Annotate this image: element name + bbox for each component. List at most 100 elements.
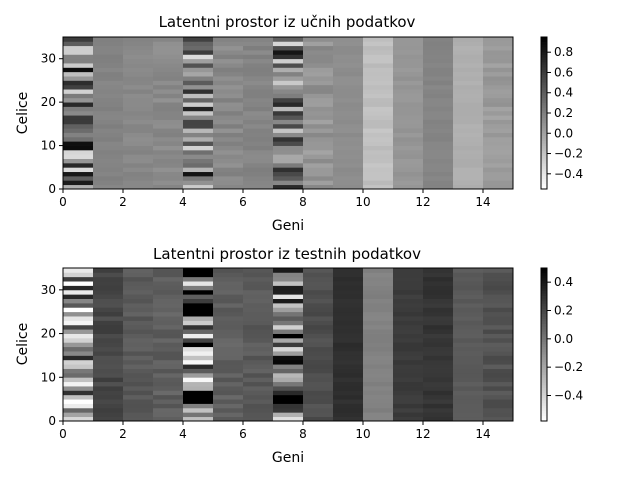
heatmap-panel-test: Latentni prostor iz testnih podatkov 0 2 4… <box>15 245 583 466</box>
heatmap-cell <box>333 302 364 308</box>
colorbar-swatch <box>541 77 547 81</box>
heatmap-cell <box>153 63 184 68</box>
heatmap-cell <box>243 167 274 173</box>
heatmap-cell <box>213 320 244 326</box>
plot-frame <box>62 267 514 422</box>
heatmap-cell <box>183 316 214 321</box>
colorbar-swatch <box>541 329 547 333</box>
heatmap-cell <box>63 307 94 313</box>
heatmap-cell <box>153 71 184 77</box>
heatmap-cell <box>213 416 244 422</box>
heatmap-cell <box>153 84 184 90</box>
colorbar-tick-label: 0.6 <box>554 65 573 79</box>
heatmap-cell <box>123 359 154 365</box>
heatmap-cell <box>123 386 154 391</box>
heatmap-cell <box>123 268 154 273</box>
heatmap-cell <box>333 93 364 99</box>
heatmap-cell <box>63 93 94 99</box>
heatmap-cell <box>153 285 184 291</box>
heatmap-cell <box>243 298 274 304</box>
heatmap-cell <box>453 276 484 282</box>
heatmap-cell <box>483 316 514 321</box>
heatmap-cell <box>363 298 394 304</box>
heatmap-cell <box>453 407 484 413</box>
heatmap-cell <box>183 119 214 125</box>
colorbar-swatch <box>541 367 547 371</box>
heatmap-cell <box>333 403 364 409</box>
heatmap-cell <box>93 136 124 142</box>
heatmap-cell <box>483 337 514 343</box>
heatmap-cell <box>333 63 364 68</box>
heatmap-cell <box>303 337 334 343</box>
heatmap-cell <box>243 67 274 73</box>
heatmap-cell <box>453 63 484 68</box>
heatmap-cell <box>363 377 394 383</box>
heatmap-cell <box>453 368 484 374</box>
heatmap-cell <box>63 119 94 125</box>
heatmap-cell <box>423 106 454 112</box>
heatmap-cell <box>213 175 244 181</box>
heatmap-cell <box>453 390 484 396</box>
colorbar-swatch <box>541 321 547 325</box>
heatmap-cell <box>393 329 424 334</box>
heatmap-cell <box>63 41 94 47</box>
colorbar-swatch <box>541 39 547 43</box>
heatmap-cell <box>483 41 514 47</box>
heatmap-cell <box>93 377 124 383</box>
heatmap-cell <box>333 54 364 60</box>
heatmap-cell <box>213 167 244 173</box>
heatmap-cell <box>393 337 424 343</box>
heatmap-cell <box>153 123 184 129</box>
heatmap-cell <box>423 110 454 116</box>
heatmap-cell <box>243 351 274 356</box>
heatmap-cell <box>453 302 484 308</box>
heatmap-cell <box>453 320 484 326</box>
heatmap-cell <box>63 67 94 73</box>
colorbar-swatch <box>541 357 547 361</box>
heatmap-cell <box>153 394 184 400</box>
heatmap-cell <box>423 281 454 286</box>
heatmap-cell <box>93 399 124 404</box>
heatmap-cell <box>363 76 394 81</box>
heatmap-cell <box>453 364 484 369</box>
heatmap-cell <box>393 381 424 387</box>
heatmap-cell <box>303 272 334 278</box>
heatmap-cell <box>483 54 514 60</box>
heatmap-cell <box>213 390 244 396</box>
heatmap-cell <box>453 58 484 64</box>
colorbar-swatch <box>541 413 547 417</box>
heatmap-cell <box>273 180 304 186</box>
heatmap-cell <box>423 184 454 190</box>
heatmap-cell <box>153 289 184 295</box>
colorbar-swatch <box>541 75 547 78</box>
heatmap-cell <box>123 351 154 356</box>
heatmap-cell <box>183 386 214 391</box>
heatmap-cell <box>483 80 514 86</box>
heatmap-cell <box>393 407 424 413</box>
heatmap-cell <box>213 136 244 142</box>
colorbar-swatch <box>541 339 547 343</box>
colorbar-swatch <box>541 64 547 68</box>
heatmap-cell <box>393 412 424 418</box>
heatmap-cell <box>63 54 94 60</box>
heatmap-cell <box>483 372 514 378</box>
colorbar-swatch <box>541 67 547 71</box>
heatmap-cell <box>243 180 274 186</box>
heatmap-cell <box>333 119 364 125</box>
heatmap-cell <box>153 324 184 330</box>
heatmap-cell <box>423 351 454 356</box>
heatmap-cell <box>423 320 454 326</box>
heatmap-cell <box>483 89 514 94</box>
heatmap-cell <box>93 320 124 326</box>
heatmap-cell <box>363 311 394 317</box>
heatmap-cell <box>453 67 484 73</box>
heatmap-cell <box>213 394 244 400</box>
heatmap-cell <box>363 67 394 73</box>
heatmap-cell <box>363 386 394 391</box>
heatmap-cell <box>483 110 514 116</box>
heatmap-cell <box>273 76 304 81</box>
heatmap-cell <box>453 136 484 142</box>
heatmap-cell <box>153 355 184 361</box>
heatmap-cell <box>63 285 94 291</box>
heatmap-cell <box>183 67 214 73</box>
